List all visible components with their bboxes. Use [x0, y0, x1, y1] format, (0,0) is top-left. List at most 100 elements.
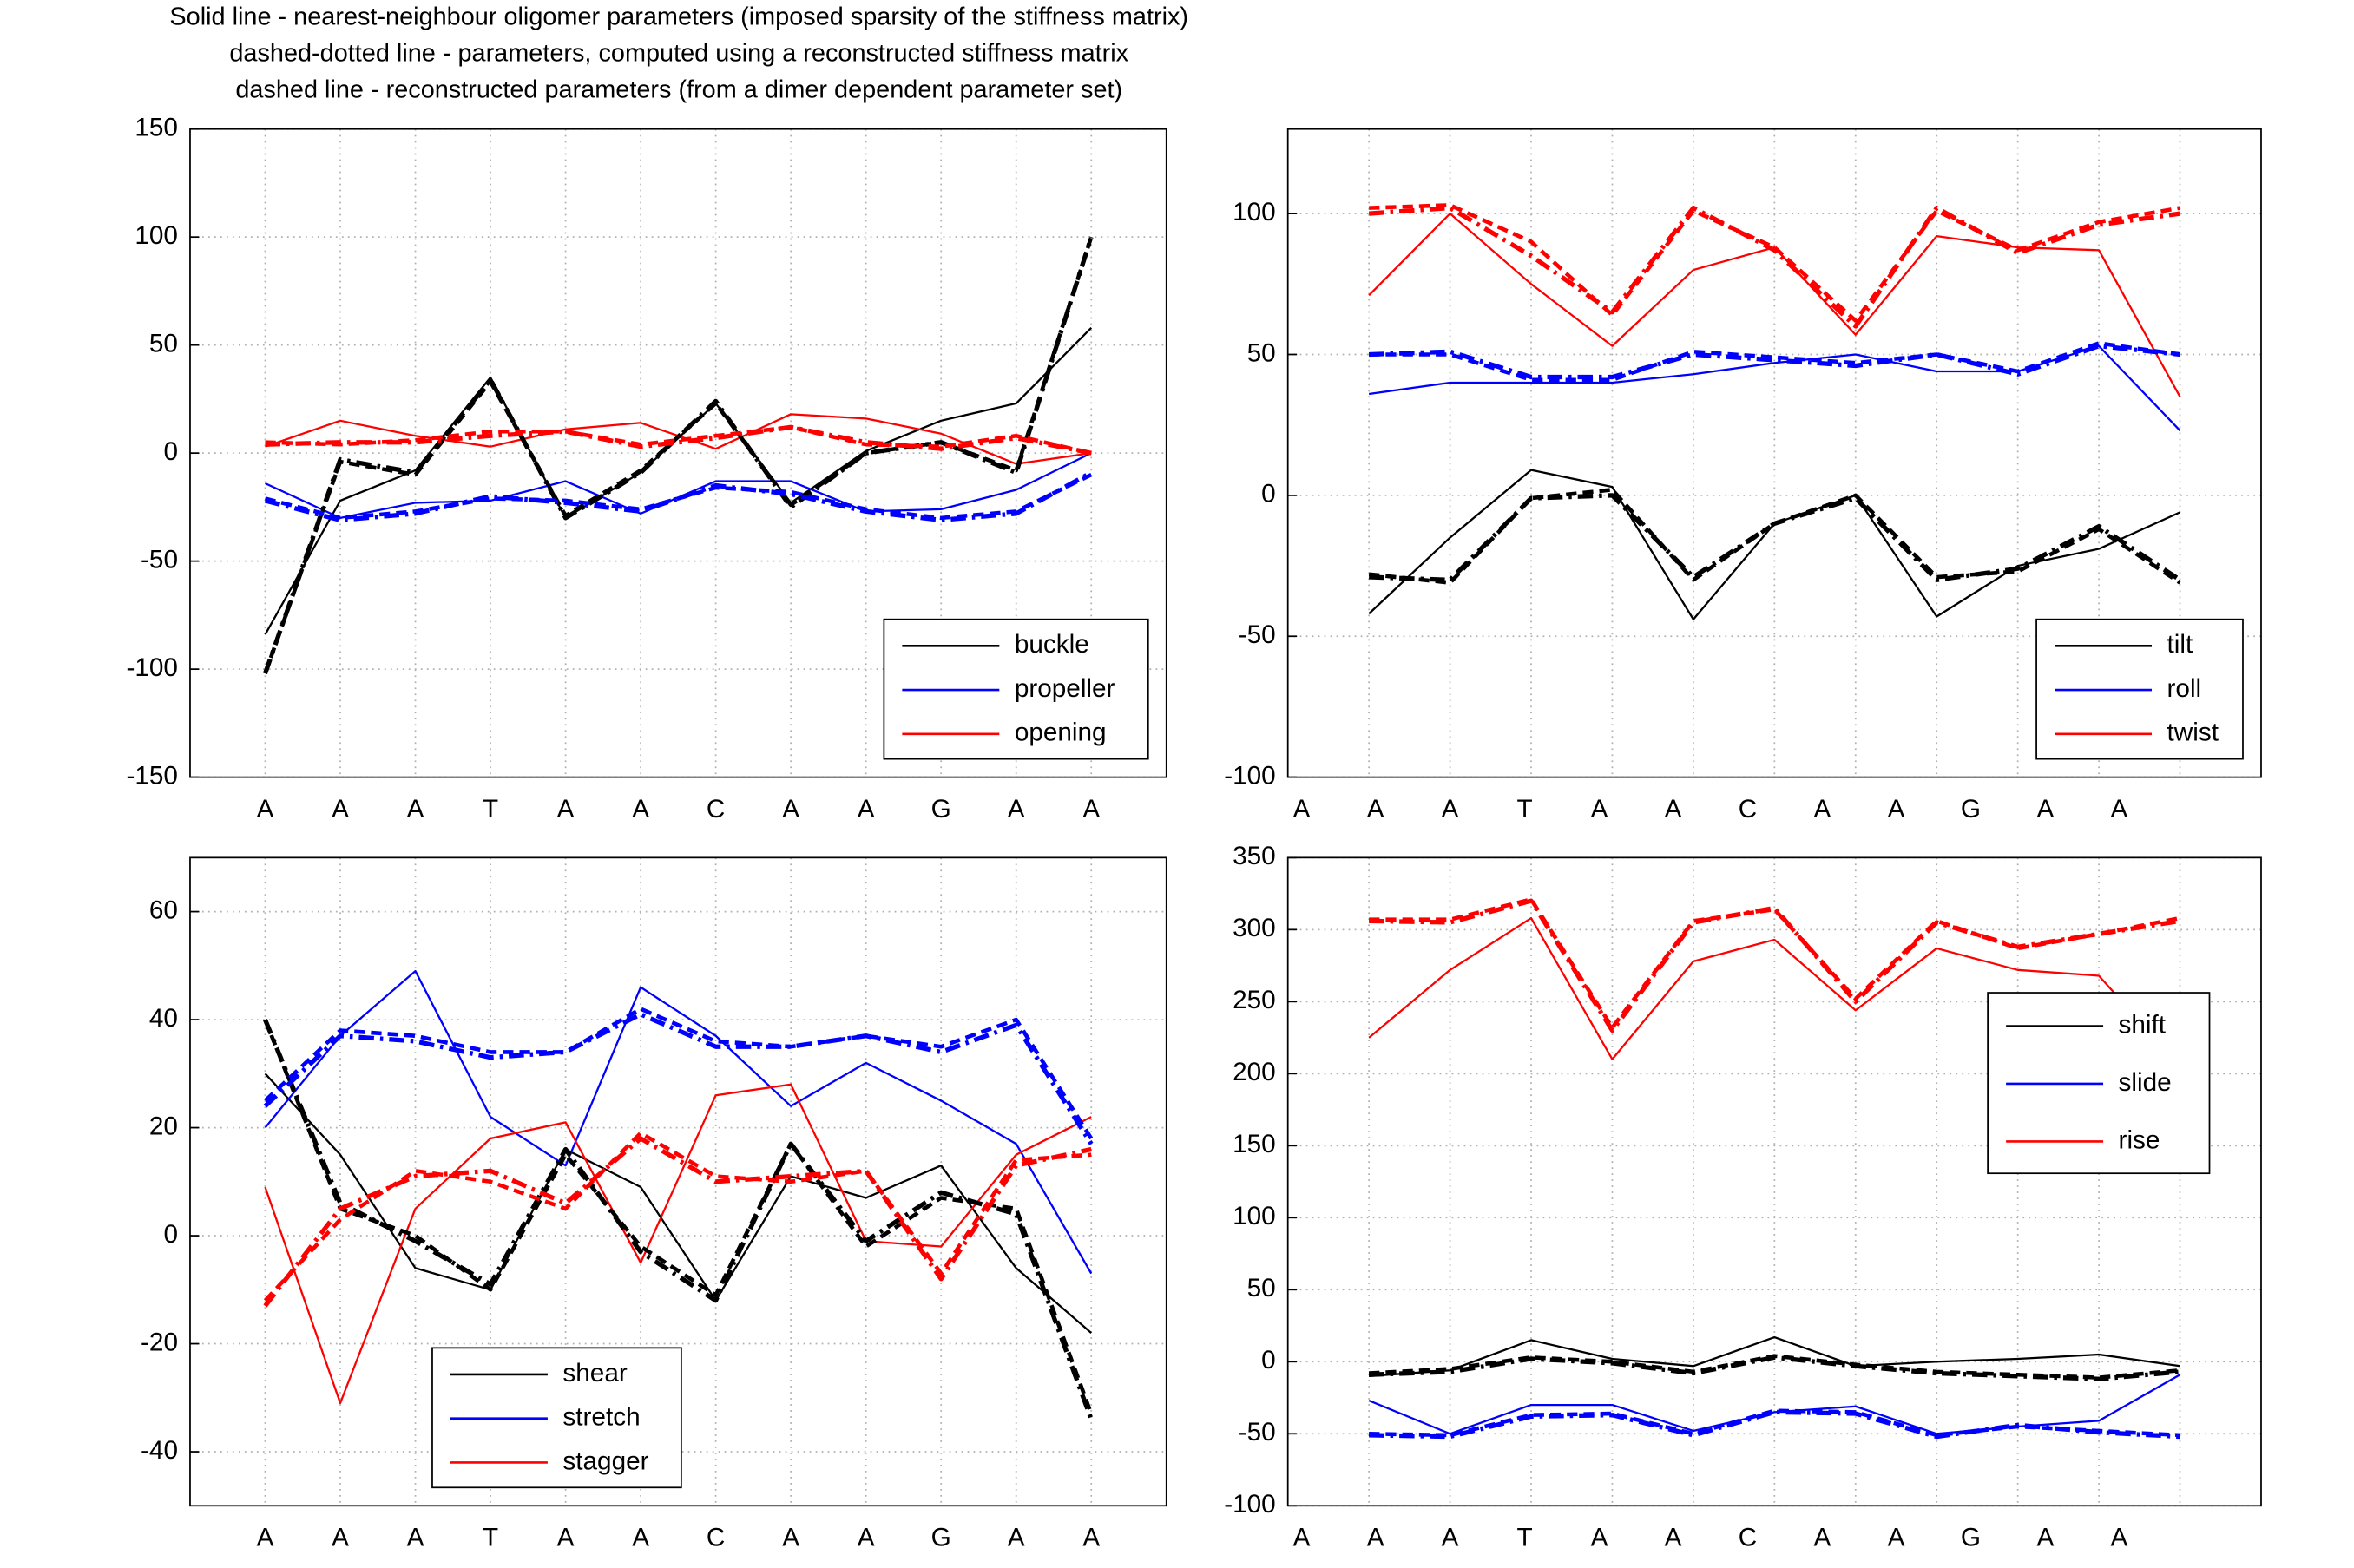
y-tick-label: -150 — [126, 761, 177, 790]
x-tick-label: A — [858, 1524, 875, 1552]
y-tick-label: 0 — [1261, 480, 1276, 508]
title-line: dashed line - reconstructed parameters (… — [235, 76, 1122, 104]
y-tick-label: 200 — [1233, 1058, 1276, 1086]
x-tick-label: A — [782, 1524, 799, 1552]
legend-label: shift — [2119, 1010, 2167, 1039]
data-line — [1369, 341, 2180, 382]
x-tick-label: A — [407, 1524, 424, 1552]
x-tick-label: A — [557, 795, 575, 823]
x-tick-label: G — [1961, 1524, 1981, 1552]
y-tick-label: -100 — [1224, 1490, 1275, 1519]
x-tick-label: A — [1293, 795, 1311, 823]
axes-frame — [1286, 128, 2262, 778]
data-line — [265, 425, 1092, 456]
x-tick-label: A — [1665, 795, 1682, 823]
data-line — [264, 1073, 1092, 1334]
legend-label: rise — [2119, 1125, 2160, 1154]
y-tick-label: 350 — [1233, 842, 1276, 870]
data-line — [263, 1136, 1092, 1308]
x-tick-label: A — [257, 1524, 274, 1552]
x-tick-label: A — [1008, 795, 1025, 823]
data-line — [1369, 203, 2180, 323]
y-tick-label: 0 — [163, 1220, 178, 1249]
x-tick-label: T — [1516, 795, 1532, 823]
x-tick-label: A — [2037, 795, 2055, 823]
data-line — [263, 1007, 1094, 1140]
data-line — [1368, 205, 2180, 329]
legend-label: shear — [562, 1359, 627, 1388]
data-line — [264, 473, 1093, 521]
y-tick-label: 150 — [1233, 1130, 1276, 1158]
legend-label: buckle — [1015, 630, 1089, 659]
y-tick-label: 50 — [1247, 338, 1276, 367]
y-tick-label: 50 — [149, 330, 178, 358]
y-tick-label: 100 — [1233, 1202, 1276, 1230]
x-tick-label: A — [1814, 795, 1831, 823]
x-tick-label: C — [1739, 795, 1757, 823]
legend-label: slide — [2119, 1068, 2172, 1097]
x-tick-label: A — [1008, 1524, 1025, 1552]
title-line: Solid line - nearest-neighbour oligomer … — [169, 3, 1188, 31]
x-tick-label: A — [1591, 795, 1608, 823]
x-tick-label: T — [483, 795, 498, 823]
y-tick-label: 60 — [149, 896, 178, 924]
data-line — [263, 1012, 1094, 1145]
y-tick-label: 250 — [1233, 986, 1276, 1014]
y-tick-label: 50 — [1247, 1274, 1276, 1302]
x-tick-label: A — [1367, 795, 1384, 823]
x-tick-label: A — [632, 1524, 649, 1552]
axes-frame — [189, 856, 1167, 1507]
y-tick-label: 0 — [1261, 1346, 1276, 1374]
data-line — [1369, 1354, 2180, 1380]
x-tick-label: A — [557, 1524, 575, 1552]
x-tick-label: A — [2111, 795, 2128, 823]
y-tick-label: 100 — [135, 221, 178, 250]
x-tick-label: A — [1442, 1524, 1459, 1552]
x-tick-label: A — [1888, 1524, 1905, 1552]
x-tick-label: A — [858, 795, 875, 823]
y-tick-label: 20 — [149, 1112, 178, 1140]
y-tick-label: -20 — [141, 1328, 178, 1356]
y-tick-label: 300 — [1233, 914, 1276, 942]
legend-label: opening — [1015, 718, 1107, 747]
data-line — [264, 470, 1093, 522]
data-line — [264, 969, 1093, 1275]
y-tick-label: 150 — [135, 114, 178, 142]
x-tick-label: A — [407, 795, 424, 823]
x-tick-label: A — [332, 795, 349, 823]
data-line — [1368, 488, 2181, 585]
x-tick-label: A — [1591, 1524, 1608, 1552]
x-tick-label: A — [1665, 1524, 1682, 1552]
y-tick-label: -100 — [1224, 761, 1275, 790]
y-tick-label: 40 — [149, 1004, 178, 1033]
x-tick-label: A — [632, 795, 649, 823]
data-line — [1369, 1408, 2180, 1438]
legend-label: stagger — [562, 1447, 648, 1475]
x-tick-label: G — [931, 795, 951, 823]
legend-label: stretch — [562, 1403, 640, 1432]
y-tick-label: -100 — [126, 653, 177, 682]
x-tick-label: C — [707, 1524, 725, 1552]
y-tick-label: -50 — [141, 546, 178, 574]
data-line — [263, 236, 1094, 674]
axes-frame — [1286, 856, 2262, 1507]
x-tick-label: A — [1888, 795, 1905, 823]
y-tick-label: -50 — [1239, 620, 1276, 649]
y-tick-label: -50 — [1239, 1418, 1276, 1447]
data-line — [1368, 212, 2181, 397]
x-tick-label: A — [1814, 1524, 1831, 1552]
legend-label: propeller — [1015, 674, 1115, 703]
x-tick-label: C — [1739, 1524, 1757, 1552]
data-line — [1368, 916, 2181, 1067]
y-tick-label: 100 — [1233, 198, 1276, 226]
x-tick-label: G — [1961, 795, 1981, 823]
x-tick-label: A — [2037, 1524, 2055, 1552]
legend-label: roll — [2167, 674, 2202, 703]
data-line — [1368, 1374, 2181, 1435]
x-tick-label: A — [1293, 1524, 1311, 1552]
y-tick-label: -40 — [141, 1436, 178, 1465]
